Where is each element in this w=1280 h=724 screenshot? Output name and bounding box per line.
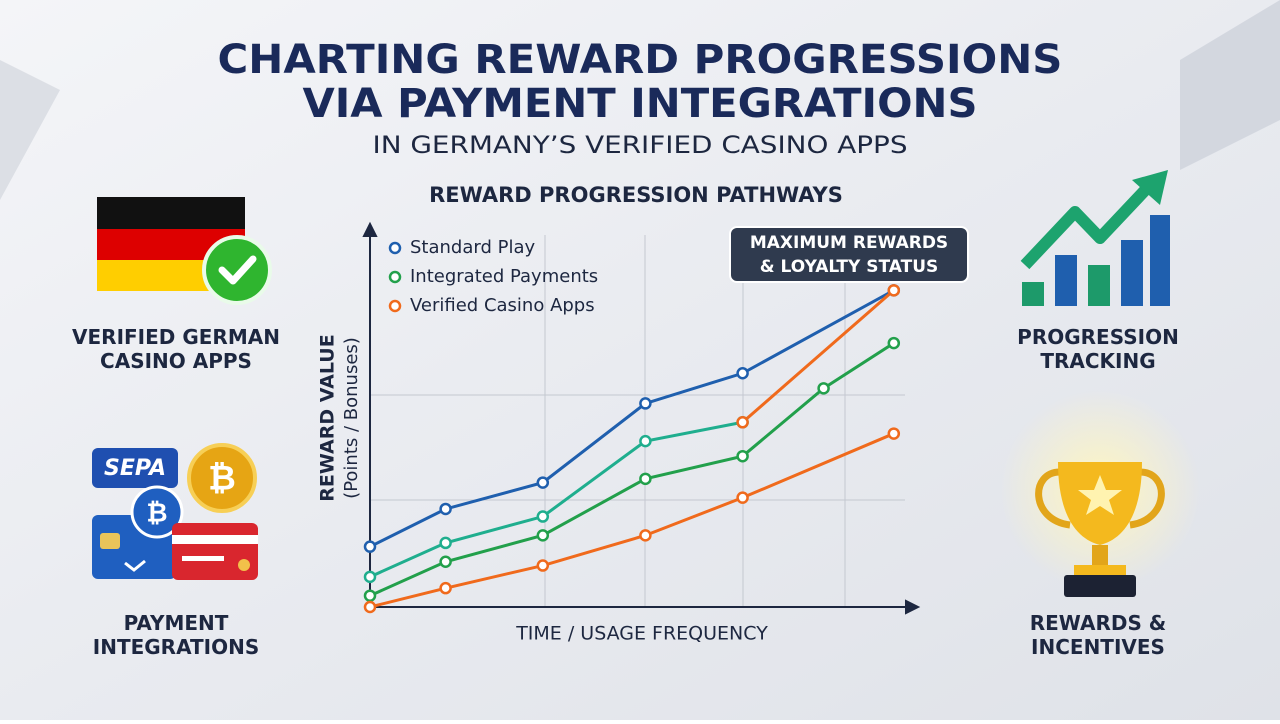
panel-label: REWARDS & INCENTIVES	[1030, 611, 1167, 659]
legend-label: Integrated Payments	[410, 266, 598, 287]
legend-label: Standard Play	[410, 237, 535, 258]
data-point	[887, 427, 901, 440]
subtitle: IN GERMANY’S VERIFIED CASINO APPS	[373, 131, 908, 159]
data-point	[639, 472, 652, 486]
decor	[1180, 0, 1280, 170]
trophy-icon	[1000, 390, 1200, 597]
data-point	[639, 529, 652, 542]
annotation-box	[729, 226, 969, 283]
y-axis-label: (Points / Bonuses)	[341, 337, 362, 499]
y-axis-label: REWARD VALUE	[317, 334, 339, 501]
data-point	[536, 476, 550, 489]
panel-label: PAYMENT INTEGRATIONS	[93, 611, 259, 659]
data-point	[439, 555, 452, 569]
data-point	[363, 570, 377, 584]
panel-label: VERIFIED GERMAN CASINO APPS	[72, 325, 280, 373]
title-line: CHARTING REWARD PROGRESSIONS	[218, 37, 1063, 83]
data-point	[536, 529, 550, 542]
legend-marker	[388, 299, 402, 313]
data-point	[887, 284, 901, 297]
data-point	[439, 536, 452, 550]
line-chart: REWARD PROGRESSION PATHWAYS TIME / USAGE…	[317, 183, 969, 645]
series-line	[741, 289, 895, 424]
legend-label: Verified Casino Apps	[410, 295, 595, 316]
data-point	[363, 589, 377, 602]
legend-marker	[388, 270, 402, 284]
data-point	[363, 600, 377, 614]
sepa-badge: SEPA	[104, 456, 166, 481]
chart-title: REWARD PROGRESSION PATHWAYS	[429, 183, 843, 207]
data-point	[736, 491, 749, 504]
panel-label: PROGRESSION TRACKING	[1017, 325, 1179, 373]
axes	[362, 221, 921, 615]
data-point	[736, 416, 749, 429]
data-point	[439, 502, 452, 516]
data-point	[736, 367, 749, 380]
data-point	[363, 540, 377, 553]
growth-icon	[1020, 170, 1170, 306]
data-point	[639, 434, 652, 448]
annotation: MAXIMUM REWARDS	[750, 233, 948, 253]
svg-text:₿: ₿	[208, 459, 236, 499]
legend-marker	[388, 241, 402, 255]
decor	[0, 60, 60, 200]
payment-icons: SEPA ₿ ₿	[92, 443, 258, 580]
data-point	[439, 581, 452, 595]
series-line	[369, 289, 895, 549]
german-flag	[97, 197, 272, 305]
data-point	[536, 559, 550, 572]
data-point	[536, 510, 550, 523]
series-line	[369, 432, 895, 609]
data-point	[639, 397, 652, 410]
title-line: VIA PAYMENT INTEGRATIONS	[303, 81, 978, 127]
data-point	[736, 449, 749, 463]
data-point	[817, 382, 830, 395]
x-axis-label: TIME / USAGE FREQUENCY	[515, 623, 768, 645]
data-point	[887, 336, 901, 350]
svg-text:₿: ₿	[146, 499, 167, 529]
annotation: & LOYALTY STATUS	[760, 257, 939, 277]
